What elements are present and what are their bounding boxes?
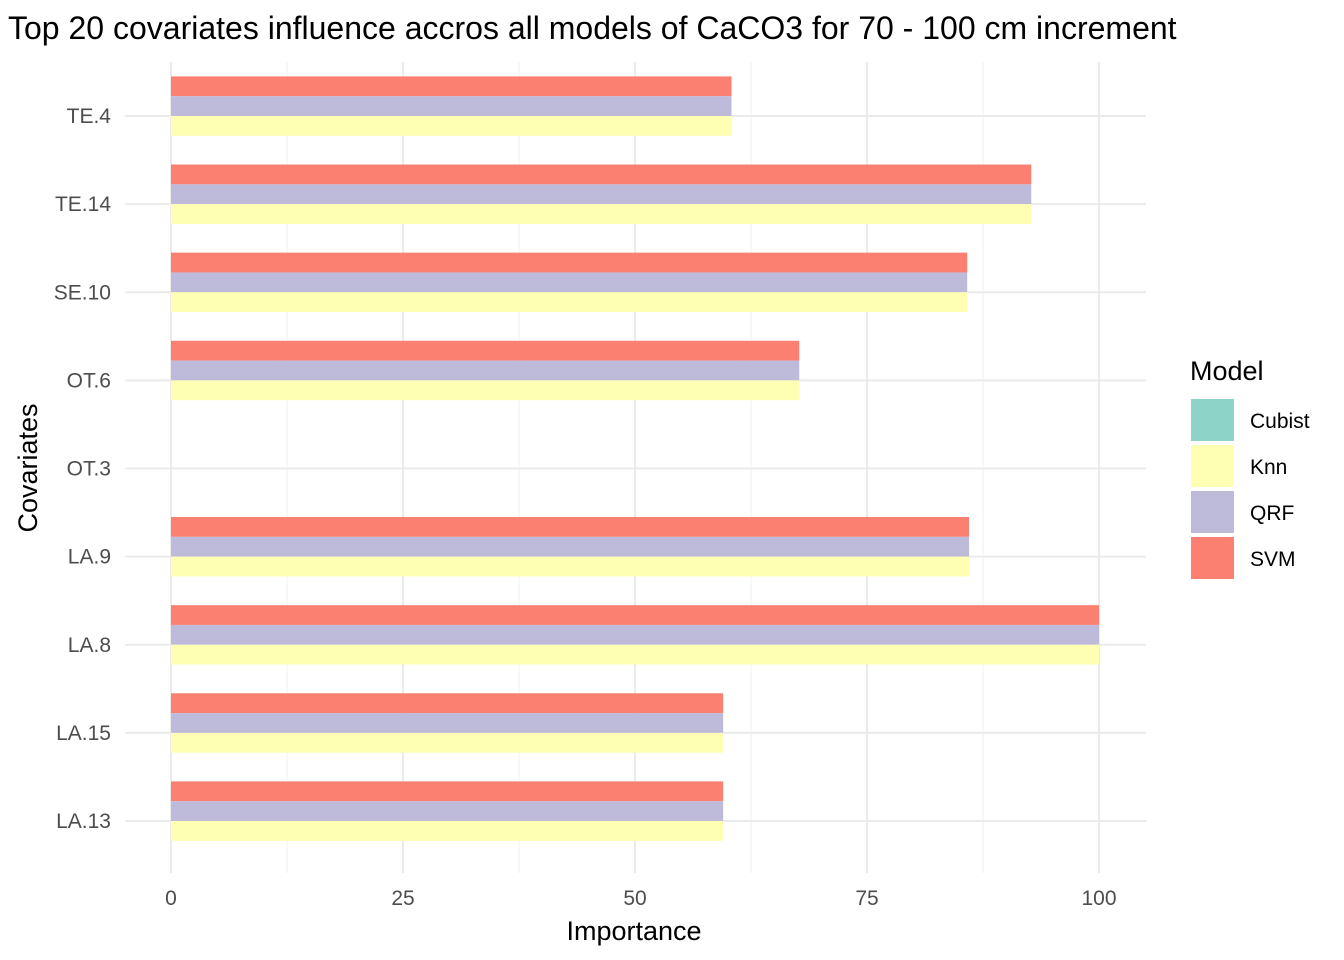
y-tick-label: LA.9 xyxy=(68,546,111,569)
legend-label-knn: Knn xyxy=(1250,456,1287,479)
y-tick-label: TE.4 xyxy=(67,105,112,128)
bar-knn-la-9 xyxy=(171,556,970,577)
y-tick-labels: LA.13 LA.15 LA.8 LA.9 OT.3 OT.6 SE.10 TE.14 TE.4 xyxy=(54,105,112,833)
y-tick-label: SE.10 xyxy=(54,281,111,304)
y-tick-label: LA.15 xyxy=(56,722,111,745)
bar-qrf-la-8 xyxy=(171,624,1099,645)
x-tick-label: 0 xyxy=(165,887,177,910)
legend-label-cubist: Cubist xyxy=(1250,410,1310,433)
x-tick-label: 25 xyxy=(391,887,414,910)
bar-svm-la-15 xyxy=(171,693,724,714)
x-tick-labels: 0 25 50 75 100 xyxy=(165,887,1116,910)
legend-label-qrf: QRF xyxy=(1250,502,1294,525)
legend-swatch-svm xyxy=(1191,537,1234,579)
bar-qrf-se-10 xyxy=(171,272,968,293)
y-tick-label: OT.6 xyxy=(67,369,111,392)
y-tick-label: OT.3 xyxy=(67,458,111,481)
bars-layer xyxy=(171,76,1099,841)
legend-swatch-qrf xyxy=(1191,491,1234,533)
bar-knn-la-13 xyxy=(171,821,724,841)
y-tick-label: LA.8 xyxy=(68,634,111,657)
bar-svm-te-4 xyxy=(171,76,732,97)
legend-label-svm: SVM xyxy=(1250,548,1296,571)
bar-svm-se-10 xyxy=(171,252,968,273)
bar-qrf-la-9 xyxy=(171,536,970,557)
legend: Model Cubist Knn QRF SVM xyxy=(1190,356,1310,579)
x-tick-label: 100 xyxy=(1081,887,1116,910)
bar-svm-te-14 xyxy=(171,164,1032,185)
bar-svm-la-9 xyxy=(171,517,970,537)
bar-qrf-te-4 xyxy=(171,96,732,116)
bar-knn-la-8 xyxy=(171,644,1099,665)
bar-knn-te-4 xyxy=(171,116,732,136)
bar-qrf-la-13 xyxy=(171,801,724,821)
bar-svm-ot-6 xyxy=(171,340,800,361)
bar-qrf-la-15 xyxy=(171,713,724,733)
legend-swatch-cubist xyxy=(1191,399,1234,441)
bar-knn-la-15 xyxy=(171,732,724,753)
x-tick-label: 75 xyxy=(855,887,878,910)
y-tick-label: TE.14 xyxy=(55,193,111,216)
x-axis-title: Importance xyxy=(566,916,701,946)
bar-svm-la-8 xyxy=(171,605,1099,625)
y-axis-title: Covariates xyxy=(13,403,43,532)
legend-swatch-knn xyxy=(1191,445,1234,487)
legend-title: Model xyxy=(1190,356,1264,386)
bar-knn-te-14 xyxy=(171,204,1032,224)
chart-title: Top 20 covariates influence accros all m… xyxy=(8,10,1177,46)
y-tick-label: LA.13 xyxy=(56,810,111,833)
bar-knn-se-10 xyxy=(171,292,968,313)
bar-qrf-ot-6 xyxy=(171,360,800,381)
bar-svm-la-13 xyxy=(171,781,724,802)
bar-knn-ot-6 xyxy=(171,380,800,401)
x-tick-label: 50 xyxy=(623,887,646,910)
bar-qrf-te-14 xyxy=(171,184,1032,205)
